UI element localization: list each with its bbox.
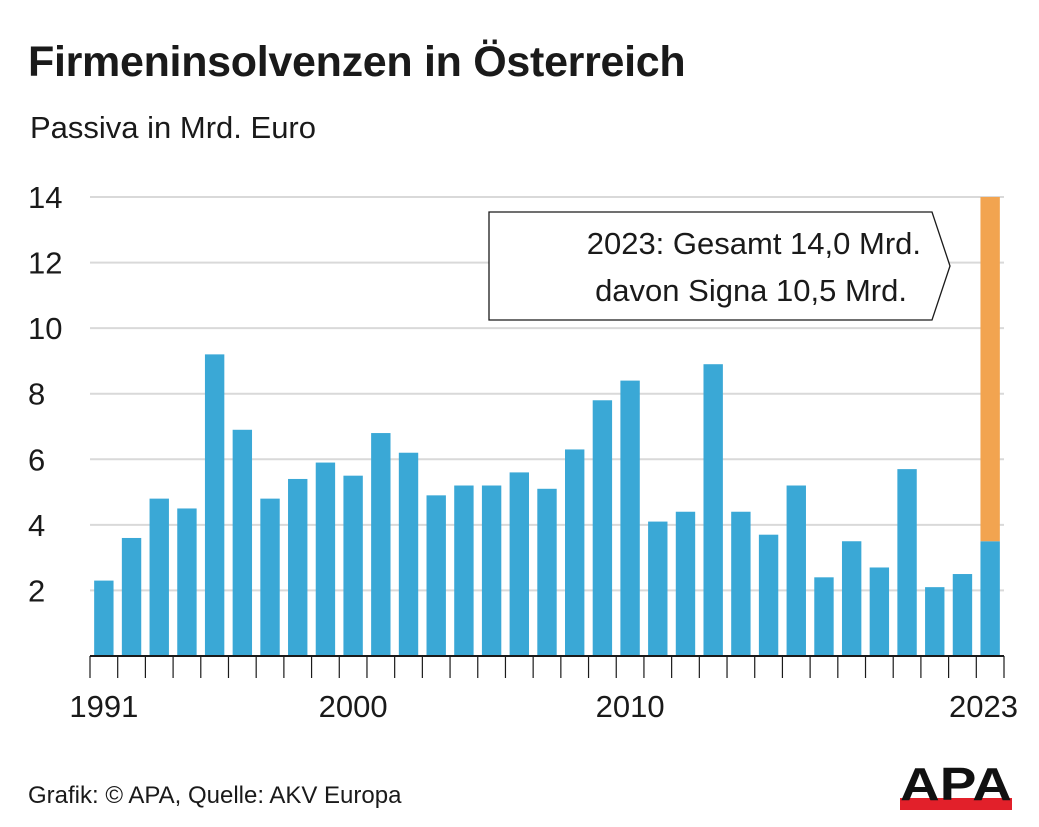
bar-2004 [454,485,474,656]
x-tick-label: 2010 [596,689,665,724]
bar-2014 [731,511,751,656]
x-axis: 1991 2000 2010 2023 [69,655,1018,724]
bar-2008 [565,449,585,656]
logo-red-bar [900,798,1012,810]
bar-2005 [481,485,502,656]
bar-2009 [592,400,613,656]
chart-title: Firmeninsolvenzen in Österreich [28,38,686,86]
bar-2001 [371,433,391,656]
y-tick-label: 8 [28,377,45,412]
bar-1997 [260,498,280,656]
bar-1995 [204,354,225,656]
bar-1993 [149,498,169,656]
y-tick-label: 2 [28,573,45,608]
bar-chart: 2 4 6 8 10 12 14 1991 2000 2010 2023 2023: Gesamt… [28,180,1018,724]
y-tick-label: 6 [28,442,45,477]
bar-1998 [288,478,308,656]
bars [94,197,1000,656]
y-tick-label: 14 [28,180,62,215]
bar-2007 [537,488,557,656]
bar-1999 [315,462,336,656]
source-credit: Grafik: © APA, Quelle: AKV Europa [28,782,402,809]
bar-2017 [814,577,834,656]
bar-2023 [980,541,1000,656]
bar-2021 [925,587,945,656]
x-tick-label: 2000 [319,689,388,724]
logo-text: APA [900,762,1012,810]
bar-1996 [232,429,253,656]
apa-logo: APA [900,762,1012,810]
bar-2000 [343,475,363,656]
bar-2020 [897,469,917,656]
y-tick-label: 10 [28,311,62,346]
bar-2006 [509,472,529,656]
bar-2015 [758,534,779,656]
annotation-line-1: 2023: Gesamt 14,0 Mrd. [587,226,921,261]
y-tick-label: 12 [28,246,62,281]
bar-1992 [121,537,142,656]
bar-1991 [94,580,114,656]
annotation-callout: 2023: Gesamt 14,0 Mrd. davon Signa 10,5 … [488,211,951,321]
bar-2016 [786,485,806,656]
bar-2013 [703,364,723,656]
bar-2011 [648,521,668,656]
y-tick-label: 4 [28,508,45,543]
bar-2003 [426,495,446,656]
x-tick-label: 1991 [69,689,138,724]
bar-2012 [675,511,696,656]
chart-subtitle: Passiva in Mrd. Euro [30,110,316,145]
x-tick-label: 2023 [949,689,1018,724]
bar-2010 [620,380,640,656]
annotation-line-2: davon Signa 10,5 Mrd. [595,273,907,308]
callout-box [488,211,951,321]
y-axis-ticks: 2 4 6 8 10 12 14 [28,180,62,608]
bar-2018 [841,541,862,656]
bar-signa-2023 [980,197,1000,542]
bar-2022 [952,574,973,656]
bar-2002 [398,452,419,656]
bar-2019 [869,567,890,656]
bar-1994 [177,508,197,656]
